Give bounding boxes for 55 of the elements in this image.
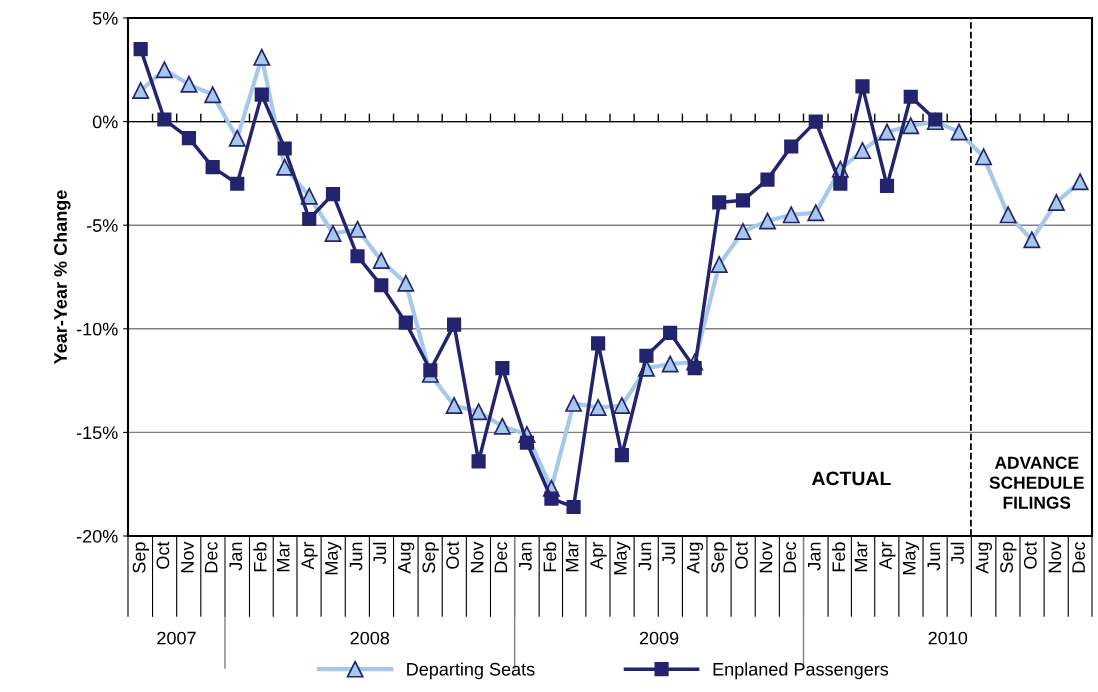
y-tick-label: -20% xyxy=(76,529,118,543)
y-tick-label: 0% xyxy=(92,115,118,129)
x-tick-label: Dec xyxy=(1072,542,1085,573)
text: 2007 xyxy=(157,631,196,645)
x-tick-label: Oct xyxy=(446,541,459,569)
y-tick-label: -10% xyxy=(76,322,118,336)
x-tick-label: Oct xyxy=(1023,541,1037,569)
x-tick-label: Mar xyxy=(276,541,290,572)
x-tick-label: May xyxy=(903,541,920,575)
x-tick-label: Sep xyxy=(422,542,439,573)
x-tick-label: Jul xyxy=(950,542,964,565)
x-tick-label: Apr xyxy=(301,541,318,570)
x-tick-label: Nov xyxy=(470,541,484,573)
x-tick-label: Aug xyxy=(398,542,415,574)
x-tick-label: Jun xyxy=(927,542,941,571)
x-tick-label: Mar xyxy=(854,541,868,572)
annotation: ACTUAL xyxy=(811,471,891,486)
annotation: ADVANCE SCHEDULE FILINGS xyxy=(989,456,1084,509)
x-tick-label: Nov xyxy=(759,541,773,573)
x-tick-label: Jan xyxy=(229,542,243,571)
text: 2009 xyxy=(639,631,679,645)
x-tick-label: Feb xyxy=(253,542,267,572)
x-tick-label: Dec xyxy=(783,542,797,573)
x-tick-label: Aug xyxy=(686,542,704,574)
text: 2010 xyxy=(928,631,968,645)
x-tick-label: Sep xyxy=(132,542,150,573)
x-tick-label: Mar xyxy=(565,541,579,572)
x-tick-label: May xyxy=(614,541,631,575)
x-tick-label: Feb xyxy=(543,542,557,572)
text: 2008 xyxy=(350,631,390,645)
x-tick-label: Jan xyxy=(808,542,821,571)
x-tick-label: Jul xyxy=(372,542,387,565)
y-tick-label: 5% xyxy=(92,12,118,25)
x-tick-label: Jun xyxy=(349,542,363,571)
x-tick-label: Jun xyxy=(638,542,652,571)
x-tick-label: Sep xyxy=(1000,542,1017,573)
x-tick-label: May xyxy=(325,541,342,575)
x-tick-label: Nov xyxy=(1048,541,1062,573)
x-tick-label: Oct xyxy=(735,541,748,569)
x-tick-label: Dec xyxy=(204,542,218,573)
x-tick-label: Feb xyxy=(831,542,846,572)
x-tick-label: Sep xyxy=(711,542,728,573)
legend-label: Enplaned Passengers xyxy=(713,662,889,680)
x-tick-label: Aug xyxy=(975,542,992,574)
x-tick-label: Nov xyxy=(181,541,194,573)
y-tick-label: -15% xyxy=(76,426,118,440)
x-tick-label: Apr xyxy=(590,541,607,570)
x-tick-label: Oct xyxy=(156,541,170,569)
legend-label: Departing Seats xyxy=(407,662,535,680)
y-tick-label: -5% xyxy=(86,219,118,232)
x-tick-label: Dec xyxy=(494,542,508,573)
x-tick-label: Apr xyxy=(879,541,896,570)
x-tick-label: Jan xyxy=(519,542,532,571)
y-axis-title: Year-Year % Change xyxy=(53,190,71,364)
x-tick-label: Jul xyxy=(661,542,675,565)
